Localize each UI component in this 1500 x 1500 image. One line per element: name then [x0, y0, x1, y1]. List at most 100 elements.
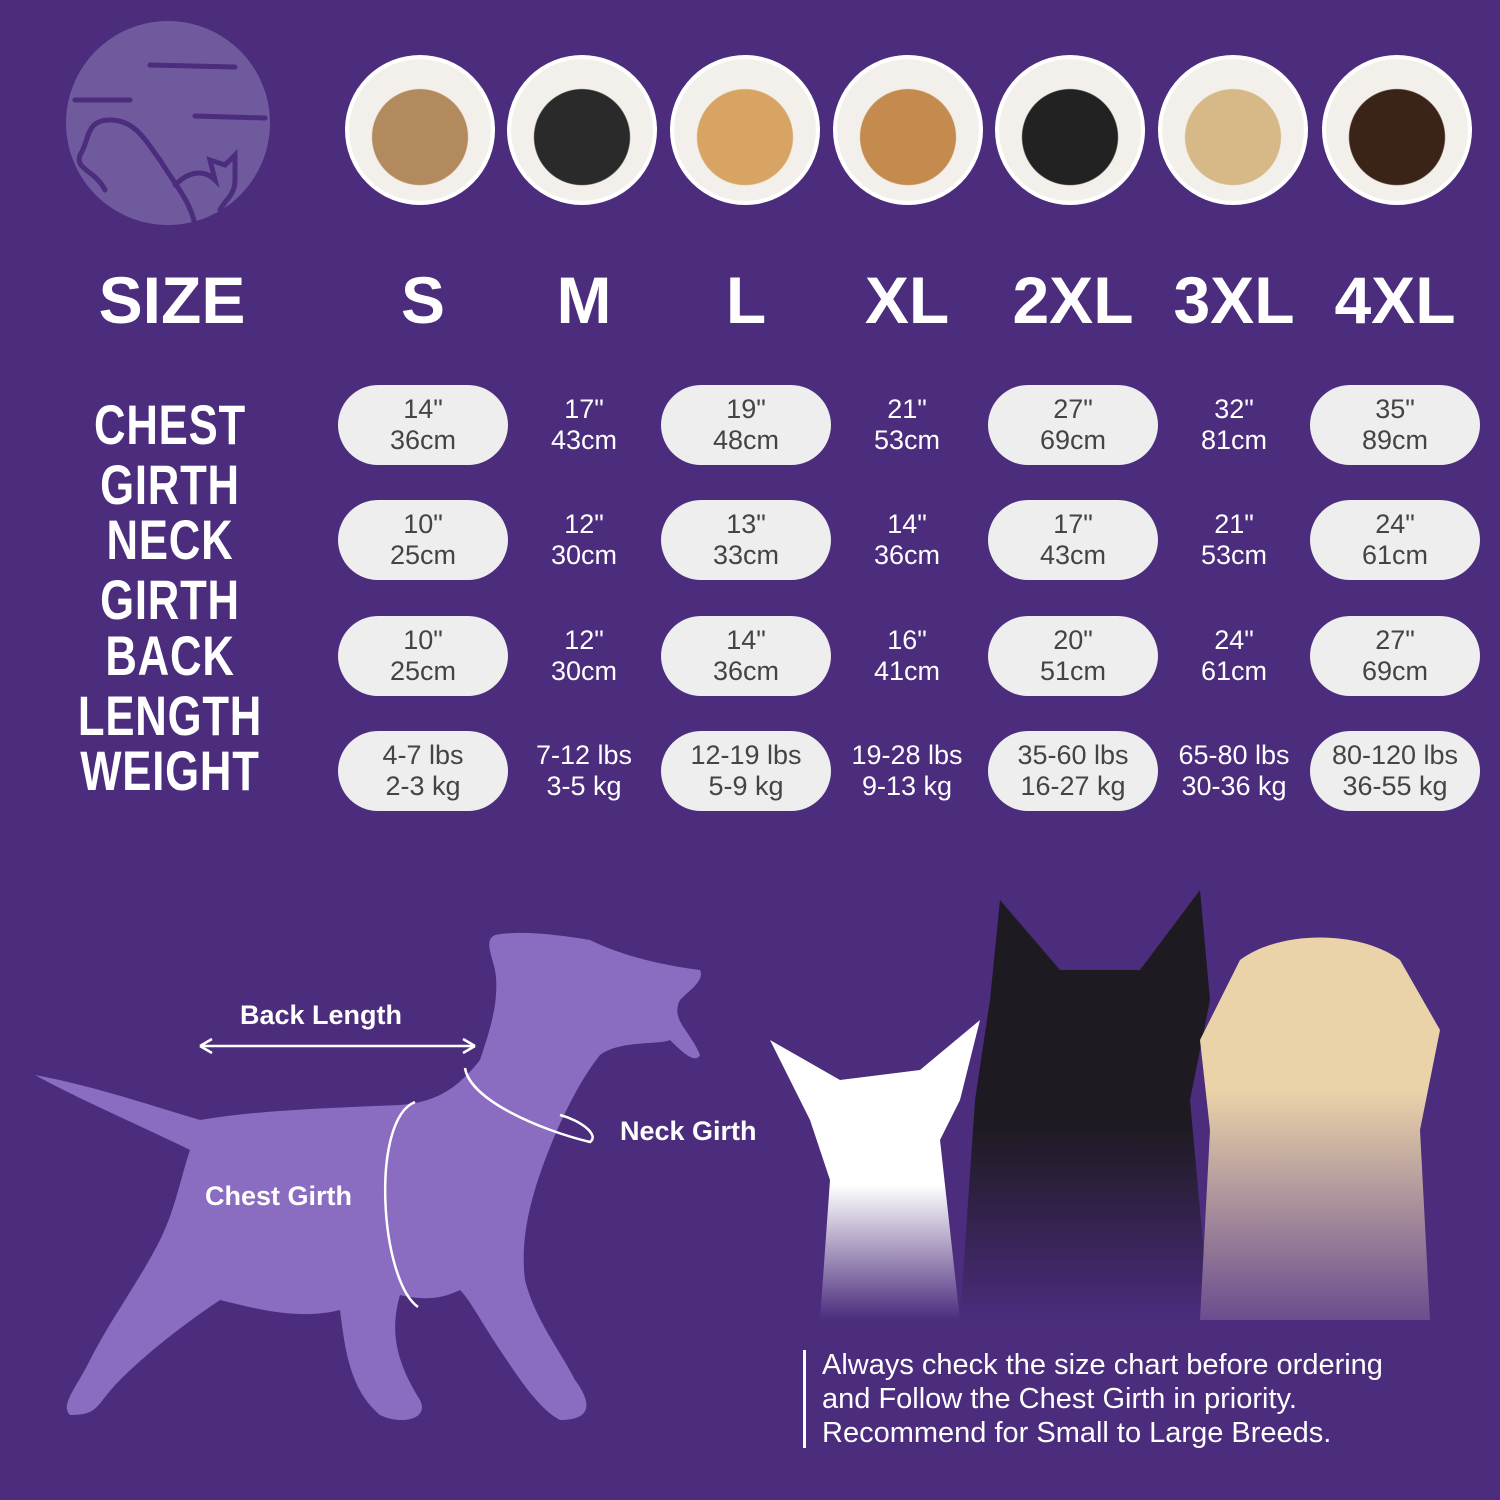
table-cell: 21" 53cm [822, 385, 992, 465]
cell-imperial: 10" [403, 509, 443, 539]
table-cell: 27" 69cm [988, 385, 1158, 465]
breed-photo-shih-tzu [345, 55, 495, 205]
cell-metric: 53cm [1200, 540, 1268, 570]
table-cell: 17" 43cm [499, 385, 669, 465]
breed-photo-beagle [833, 55, 983, 205]
table-cell: 35-60 lbs 16-27 kg [988, 731, 1158, 811]
cell-metric: 36-55 kg [1342, 771, 1448, 801]
table-cell: 32" 81cm [1149, 385, 1319, 465]
cell-metric: 61cm [1200, 656, 1268, 686]
row-label: WEIGHT [80, 739, 260, 802]
breed-photo-labrador [1158, 55, 1308, 205]
dogs-group-photo [770, 890, 1440, 1320]
cell-metric: 5-9 kg [708, 771, 784, 801]
cell-imperial: 7-12 lbs [535, 740, 633, 770]
table-cell: 16" 41cm [822, 616, 992, 696]
cell-metric: 30cm [550, 540, 618, 570]
cell-metric: 16-27 kg [1020, 771, 1126, 801]
cell-metric: 69cm [1361, 656, 1429, 686]
size-header-1: M [556, 263, 612, 337]
dog-silhouette-icon [35, 932, 701, 1420]
cell-metric: 30-36 kg [1181, 771, 1287, 801]
row-label: BACK LENGTH [77, 624, 263, 747]
cell-imperial: 17" [1053, 509, 1093, 539]
cell-imperial: 12" [564, 509, 604, 539]
cell-imperial: 27" [1053, 394, 1093, 424]
cell-imperial: 16" [887, 625, 927, 655]
neck-girth-label: Neck Girth [620, 1116, 757, 1146]
row-label: NECK GIRTH [100, 508, 240, 631]
cell-metric: 3-5 kg [546, 771, 622, 801]
table-cell: 35" 89cm [1310, 385, 1480, 465]
table-cell: 27" 69cm [1310, 616, 1480, 696]
size-note: Always check the size chart before order… [822, 1348, 1383, 1450]
table-cell: 10" 25cm [338, 616, 508, 696]
cell-imperial: 17" [564, 394, 604, 424]
cell-metric: 43cm [550, 425, 618, 455]
cell-imperial: 12" [564, 625, 604, 655]
cell-metric: 36cm [712, 656, 780, 686]
cell-metric: 25cm [389, 540, 457, 570]
dog-cat-logo-icon [66, 21, 270, 226]
cell-imperial: 21" [1214, 509, 1254, 539]
cell-imperial: 14" [726, 625, 766, 655]
cell-imperial: 32" [1214, 394, 1254, 424]
cell-metric: 61cm [1361, 540, 1429, 570]
cell-imperial: 4-7 lbs [382, 740, 464, 770]
cell-metric: 2-3 kg [385, 771, 461, 801]
table-cell: 12-19 lbs 5-9 kg [661, 731, 831, 811]
cell-imperial: 27" [1375, 625, 1415, 655]
table-cell: 14" 36cm [661, 616, 831, 696]
cell-imperial: 19" [726, 394, 766, 424]
table-cell: 12" 30cm [499, 500, 669, 580]
table-cell: 21" 53cm [1149, 500, 1319, 580]
size-header-2: L [725, 263, 767, 337]
table-cell: 7-12 lbs 3-5 kg [499, 731, 669, 811]
table-cell: 12" 30cm [499, 616, 669, 696]
labrador [1200, 937, 1440, 1320]
note-line: Recommend for Small to Large Breeds. [822, 1417, 1332, 1449]
cell-imperial: 20" [1053, 625, 1093, 655]
cell-imperial: 35" [1375, 394, 1415, 424]
note-divider [803, 1350, 806, 1448]
table-cell: 17" 43cm [988, 500, 1158, 580]
cell-metric: 41cm [873, 656, 941, 686]
table-cell: 13" 33cm [661, 500, 831, 580]
table-cell: 24" 61cm [1310, 500, 1480, 580]
cell-imperial: 24" [1214, 625, 1254, 655]
cell-metric: 81cm [1200, 425, 1268, 455]
cell-imperial: 19-28 lbs [851, 740, 963, 770]
chest-girth-label: Chest Girth [205, 1181, 353, 1211]
cell-imperial: 14" [403, 394, 443, 424]
size-header-3: XL [864, 263, 950, 337]
size-header-0: S [400, 263, 446, 337]
table-cell: 65-80 lbs 30-36 kg [1149, 731, 1319, 811]
table-cell: 14" 36cm [338, 385, 508, 465]
french-bulldog [960, 890, 1210, 1320]
cell-metric: 36cm [873, 540, 941, 570]
cell-metric: 30cm [550, 656, 618, 686]
cell-imperial: 12-19 lbs [690, 740, 802, 770]
cell-metric: 43cm [1039, 540, 1107, 570]
cell-imperial: 14" [887, 509, 927, 539]
breed-photo-boston-terrier [507, 55, 657, 205]
cell-metric: 9-13 kg [861, 771, 953, 801]
cell-imperial: 80-120 lbs [1331, 740, 1459, 770]
table-cell: 19" 48cm [661, 385, 831, 465]
cell-metric: 69cm [1039, 425, 1107, 455]
breed-photo-border-collie [995, 55, 1145, 205]
table-cell: 10" 25cm [338, 500, 508, 580]
back-length-label: Back Length [240, 1000, 403, 1030]
size-header-6: 4XL [1334, 263, 1456, 337]
cell-metric: 89cm [1361, 425, 1429, 455]
size-header: SIZE [98, 263, 246, 337]
size-header-4: 2XL [1012, 263, 1134, 337]
table-cell: 20" 51cm [988, 616, 1158, 696]
cell-imperial: 35-60 lbs [1017, 740, 1129, 770]
cell-imperial: 65-80 lbs [1178, 740, 1290, 770]
cell-metric: 53cm [873, 425, 941, 455]
table-cell: 14" 36cm [822, 500, 992, 580]
chihuahua [770, 1020, 980, 1320]
cell-imperial: 10" [403, 625, 443, 655]
table-cell: 80-120 lbs 36-55 kg [1310, 731, 1480, 811]
